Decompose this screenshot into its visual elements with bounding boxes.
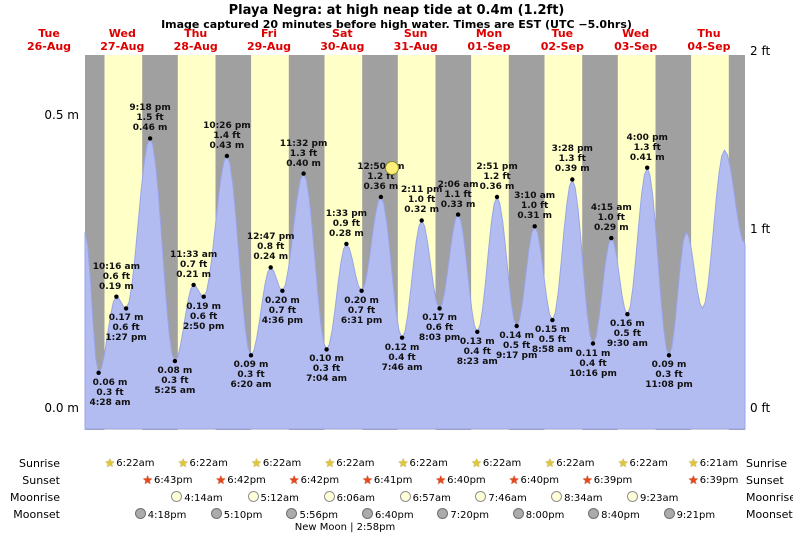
tide-point-dot <box>419 218 424 223</box>
tide-point-dot <box>359 288 364 293</box>
tide-point-dot <box>666 353 672 358</box>
tide-point-dot <box>224 153 230 159</box>
tide-point-dot <box>147 136 153 141</box>
tide-point-dot <box>172 358 178 364</box>
tide-point-dot <box>455 212 461 217</box>
tide-point-dot <box>114 294 119 299</box>
tide-point-dot <box>550 317 555 323</box>
tide-point-dot <box>268 265 273 270</box>
tide-point-dot <box>570 177 575 182</box>
tide-point-dot <box>324 347 329 352</box>
tide-point-dot <box>123 306 129 311</box>
tide-point-dot <box>201 294 206 299</box>
tide-point-dot <box>645 165 650 170</box>
tide-point-dot <box>191 282 196 288</box>
tide-point-dot <box>344 241 349 247</box>
tide-point-dot <box>96 370 101 375</box>
tide-point-dot <box>248 353 254 358</box>
tide-point-dot <box>494 194 500 200</box>
tide-point-dot <box>514 323 519 329</box>
tide-point-dot <box>625 312 630 317</box>
tide-point-dot <box>301 171 306 176</box>
tide-point-dot <box>280 288 285 293</box>
tide-point-dot <box>532 224 537 229</box>
tide-point-dot <box>437 306 442 311</box>
tide-point-dot <box>475 329 480 334</box>
tide-point-dot <box>590 341 596 346</box>
tide-point-dot <box>609 235 614 241</box>
tide-point-dot <box>399 335 405 340</box>
tide-point-dot <box>378 194 384 200</box>
